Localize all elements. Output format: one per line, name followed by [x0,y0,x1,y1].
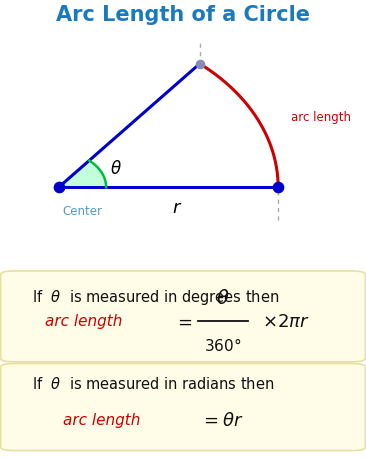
Text: If  $\theta$  is measured in degrees then: If $\theta$ is measured in degrees then [31,287,279,306]
Text: $=$: $=$ [174,312,192,330]
Text: $360°$: $360°$ [204,336,241,353]
Text: arc length: arc length [45,313,123,329]
Text: $\theta$: $\theta$ [216,288,229,307]
Text: r: r [172,198,179,216]
Point [56,184,61,191]
Polygon shape [59,161,106,188]
Text: Center: Center [62,205,102,218]
Text: θ: θ [110,159,120,177]
Text: arc length: arc length [63,412,140,427]
FancyBboxPatch shape [1,271,365,362]
Text: If  $\theta$  is measured in radians then: If $\theta$ is measured in radians then [31,375,274,392]
Point [197,61,203,68]
Text: $= \theta r$: $= \theta r$ [200,411,244,429]
Text: Arc Length of a Circle: Arc Length of a Circle [56,6,310,25]
Text: arc length: arc length [291,111,351,124]
FancyBboxPatch shape [1,364,365,451]
Text: $\times 2\pi r$: $\times 2\pi r$ [262,312,310,330]
Point [275,184,281,191]
